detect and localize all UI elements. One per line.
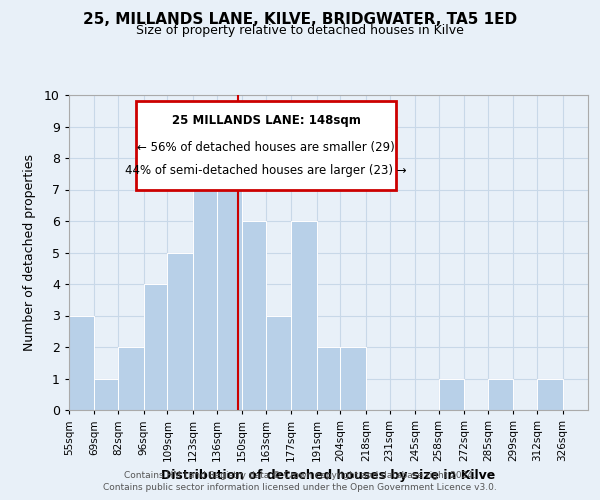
Bar [69, 316, 94, 410]
Text: Contains HM Land Registry data © Crown copyright and database right 2024.: Contains HM Land Registry data © Crown c… [124, 472, 476, 480]
Bar [193, 158, 217, 410]
Bar [143, 284, 167, 410]
Y-axis label: Number of detached properties: Number of detached properties [23, 154, 36, 351]
Text: 44% of semi-detached houses are larger (23) →: 44% of semi-detached houses are larger (… [125, 164, 407, 176]
Bar [242, 221, 266, 410]
Bar [340, 347, 366, 410]
Bar [488, 378, 514, 410]
X-axis label: Distribution of detached houses by size in Kilve: Distribution of detached houses by size … [161, 470, 496, 482]
Bar [266, 316, 291, 410]
Bar [439, 378, 464, 410]
Bar [537, 378, 563, 410]
Bar [118, 347, 143, 410]
Text: 25 MILLANDS LANE: 148sqm: 25 MILLANDS LANE: 148sqm [172, 114, 361, 127]
Text: Contains public sector information licensed under the Open Government Licence v3: Contains public sector information licen… [103, 483, 497, 492]
FancyBboxPatch shape [136, 102, 396, 190]
Bar [291, 221, 317, 410]
Text: Size of property relative to detached houses in Kilve: Size of property relative to detached ho… [136, 24, 464, 37]
Bar [94, 378, 118, 410]
Bar [217, 190, 242, 410]
Bar [317, 347, 340, 410]
Text: ← 56% of detached houses are smaller (29): ← 56% of detached houses are smaller (29… [137, 140, 395, 153]
Text: 25, MILLANDS LANE, KILVE, BRIDGWATER, TA5 1ED: 25, MILLANDS LANE, KILVE, BRIDGWATER, TA… [83, 12, 517, 28]
Bar [167, 252, 193, 410]
